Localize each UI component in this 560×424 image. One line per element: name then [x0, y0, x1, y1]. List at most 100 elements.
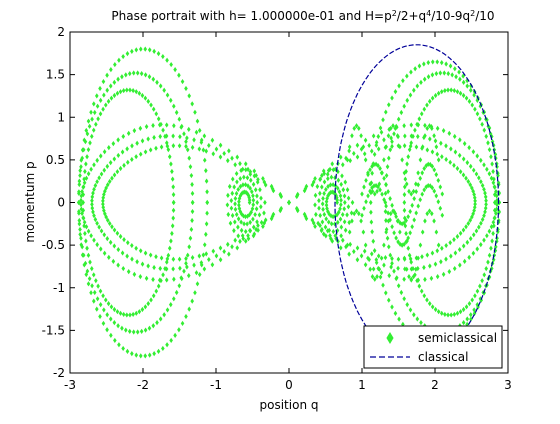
semiclassical-point [339, 181, 344, 187]
semiclassical-point [106, 98, 111, 104]
semiclassical-point [79, 157, 84, 163]
semiclassical-point [171, 266, 175, 272]
semiclassical-point [249, 209, 253, 215]
semiclassical-point [439, 259, 443, 265]
semiclassical-point [337, 189, 342, 195]
semiclassical-point [238, 183, 243, 190]
semiclassical-point [478, 157, 483, 163]
semiclassical-point [411, 188, 416, 194]
semiclassical-point [487, 252, 492, 258]
semiclassical-point [376, 184, 380, 190]
semiclassical-point [494, 210, 498, 217]
semiclassical-point [415, 265, 420, 272]
semiclassical-point [154, 254, 158, 260]
semiclassical-point [167, 245, 172, 251]
semiclassical-point [492, 176, 496, 182]
semiclassical-point [257, 212, 262, 218]
semiclassical-point [120, 74, 124, 80]
semiclassical-point [115, 169, 120, 175]
semiclassical-point [367, 142, 371, 149]
semiclassical-point [102, 307, 106, 313]
semiclassical-point [225, 158, 230, 164]
semiclassical-point [152, 134, 156, 141]
semiclassical-point [101, 201, 105, 207]
semiclassical-point [211, 151, 216, 157]
semiclassical-point [97, 175, 101, 181]
semiclassical-point [171, 184, 176, 190]
semiclassical-point [92, 186, 96, 192]
semiclassical-point [374, 139, 379, 145]
semiclassical-point [324, 216, 329, 222]
semiclassical-point [493, 184, 497, 190]
semiclassical-point [245, 221, 249, 227]
semiclassical-point [116, 246, 121, 253]
semiclassical-point [143, 72, 148, 78]
semiclassical-point [340, 211, 345, 218]
semiclassical-point [98, 111, 103, 117]
semiclassical-point [376, 253, 381, 259]
x-axis-label: position q [260, 398, 319, 412]
semiclassical-point [105, 182, 110, 188]
semiclassical-point [230, 244, 234, 250]
semiclassical-point [402, 296, 406, 302]
semiclassical-point [102, 167, 107, 173]
semiclassical-point [359, 133, 363, 139]
semiclassical-point [386, 102, 391, 108]
semiclassical-point [89, 166, 93, 172]
semiclassical-point [412, 196, 416, 202]
semiclassical-point [384, 229, 388, 235]
semiclassical-point [197, 271, 202, 278]
semiclassical-point [108, 239, 113, 245]
legend-semiclassical-marker [386, 332, 394, 344]
semiclassical-point [251, 233, 256, 239]
semiclassical-point [248, 185, 252, 191]
semiclassical-point [414, 144, 419, 150]
semiclassical-point [112, 156, 117, 162]
semiclassical-point [186, 273, 191, 279]
semiclassical-point [372, 276, 377, 282]
semiclassical-point [362, 151, 367, 157]
semiclassical-point [243, 228, 248, 235]
semiclassical-point [458, 230, 463, 236]
semiclassical-point [232, 228, 236, 234]
semiclassical-point [434, 193, 439, 199]
semiclassical-point [237, 205, 242, 212]
semiclassical-point [398, 220, 402, 226]
semiclassical-point [227, 183, 232, 190]
semiclassical-point [416, 255, 420, 261]
semiclassical-point [449, 146, 453, 152]
semiclassical-point [418, 157, 423, 163]
semiclassical-point [427, 123, 432, 129]
semiclassical-point [363, 262, 368, 268]
semiclassical-point [140, 306, 145, 313]
semiclassical-point [134, 47, 139, 53]
semiclassical-point [252, 168, 257, 174]
semiclassical-point [338, 154, 343, 160]
semiclassical-point [166, 252, 171, 258]
semiclassical-point [155, 79, 159, 85]
semiclassical-point [410, 224, 414, 230]
semiclassical-point [96, 283, 100, 289]
semiclassical-point [218, 154, 223, 160]
semiclassical-point [368, 199, 373, 206]
semiclassical-point [146, 136, 150, 142]
semiclassical-point [94, 306, 99, 312]
semiclassical-point [471, 232, 476, 238]
legend-diamond-marker [386, 332, 394, 344]
semiclassical-point [492, 223, 496, 229]
semiclassical-point [491, 180, 496, 186]
semiclassical-point [247, 212, 252, 218]
semiclassical-point [429, 275, 434, 281]
semiclassical-point [369, 180, 374, 186]
semiclassical-point [470, 214, 474, 220]
semiclassical-point [452, 237, 456, 243]
semiclassical-point [473, 201, 477, 207]
semiclassical-point [171, 199, 176, 206]
y-tick-label: -0.5 [42, 238, 65, 252]
semiclassical-point [77, 189, 81, 195]
semiclassical-point [345, 242, 350, 248]
semiclassical-point [461, 172, 466, 178]
semiclassical-point [475, 111, 480, 117]
semiclassical-point [80, 147, 85, 153]
semiclassical-point [486, 259, 490, 265]
